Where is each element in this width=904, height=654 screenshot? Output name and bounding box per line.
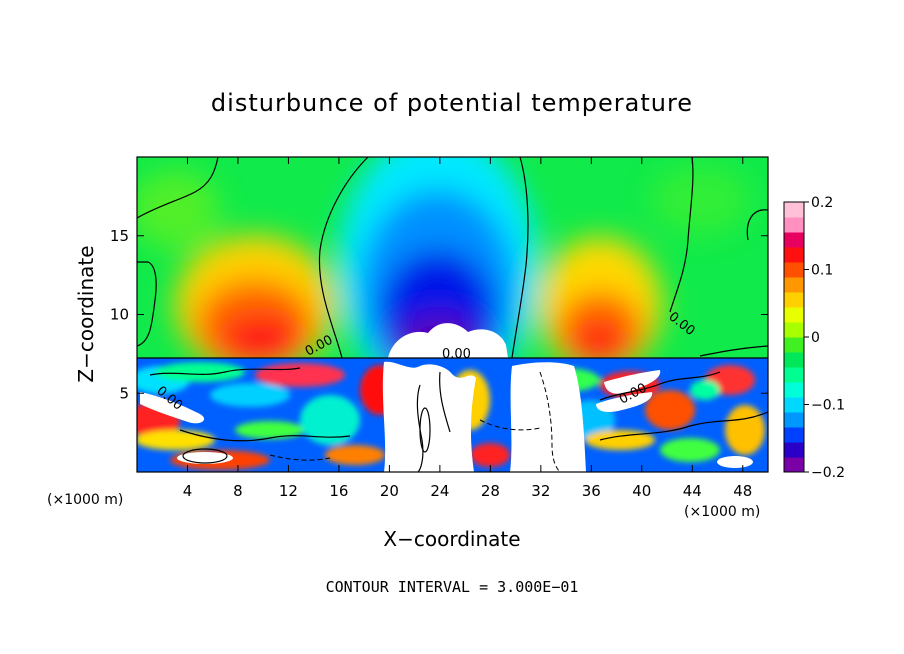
lower-contour bbox=[149, 367, 301, 376]
colorbar-segment bbox=[784, 217, 804, 233]
zero-contour-cold-right bbox=[511, 157, 529, 359]
x-tick-label: 48 bbox=[733, 482, 752, 500]
contour-label: 0.00 bbox=[442, 347, 471, 362]
dashed-contours bbox=[269, 371, 561, 472]
colorbar-segment bbox=[784, 352, 804, 368]
x-tick-label: 32 bbox=[531, 482, 550, 500]
chart-title: disturbunce of potential temperature bbox=[211, 89, 693, 117]
y-tick-label: 10 bbox=[110, 306, 129, 324]
white-zone-small bbox=[717, 456, 753, 468]
colorbar: 0.2 0.1 0 −0.1 −0.2 bbox=[783, 195, 845, 481]
zero-contour-cold-left bbox=[318, 157, 369, 359]
greenish-yellow-right bbox=[650, 165, 750, 235]
x-unit-right: (×1000 m) bbox=[684, 504, 760, 520]
y-axis: 5 10 15 bbox=[110, 227, 768, 402]
x-tick-label: 36 bbox=[582, 482, 601, 500]
lower-contour bbox=[439, 371, 451, 433]
colorbar-tick-label: 0 bbox=[811, 330, 820, 346]
lower-contour bbox=[179, 429, 351, 442]
colorbar-segment bbox=[784, 292, 804, 308]
white-zone-right-center bbox=[510, 362, 586, 472]
lower-contour bbox=[599, 411, 768, 441]
colorbar-tick-label: −0.1 bbox=[811, 398, 845, 414]
colorbar-segment bbox=[784, 202, 804, 218]
contour-interval-text: CONTOUR INTERVAL = 3.000E−01 bbox=[326, 578, 579, 596]
y-tick-label: 5 bbox=[119, 384, 129, 402]
lower-contour bbox=[599, 371, 721, 401]
colorbar-segment bbox=[784, 262, 804, 278]
colorbar-segment bbox=[784, 247, 804, 263]
colorbar-segment bbox=[784, 307, 804, 323]
greenish-yellow-left bbox=[137, 170, 220, 250]
x-tick-label: 24 bbox=[430, 482, 449, 500]
patch bbox=[470, 443, 510, 467]
x-axis-label: X−coordinate bbox=[383, 527, 520, 551]
negative-contour bbox=[479, 419, 541, 431]
lower-contour-loop bbox=[182, 448, 228, 464]
zero-contour-left-top bbox=[137, 157, 219, 219]
colorbar-tick-label: 0.2 bbox=[811, 195, 833, 211]
y-tick-label: 15 bbox=[110, 227, 129, 245]
white-zone-right bbox=[604, 370, 661, 394]
y-axis-label: Z−coordinate bbox=[74, 245, 98, 382]
x-tick-label: 12 bbox=[279, 482, 298, 500]
patch bbox=[300, 395, 360, 445]
colorbar-segment bbox=[784, 427, 804, 443]
x-tick-label: 4 bbox=[183, 482, 193, 500]
colorbar-segment bbox=[784, 442, 804, 458]
colorbar-tick-label: −0.2 bbox=[811, 465, 845, 481]
colorbar-segment bbox=[784, 382, 804, 398]
x-tick-label: 16 bbox=[329, 482, 348, 500]
colorbar-tick-label: 0.1 bbox=[811, 263, 833, 279]
warm-anomaly-right-peak bbox=[570, 327, 626, 363]
patch bbox=[325, 445, 385, 465]
zero-contour-left-lower bbox=[137, 261, 157, 347]
plot-area: 0.00 0.00 0.00 0.00 0.00 bbox=[137, 157, 768, 472]
colorbar-segment bbox=[784, 337, 804, 353]
colorbar-segment bbox=[784, 457, 804, 473]
lower-contour-loop bbox=[419, 407, 431, 453]
colorbar-segment bbox=[784, 412, 804, 428]
white-zone-small bbox=[177, 452, 233, 464]
patch bbox=[690, 380, 720, 400]
cold-core-white bbox=[388, 323, 508, 358]
patch bbox=[645, 390, 695, 430]
white-zone-right-2 bbox=[596, 392, 653, 412]
x-tick-label: 20 bbox=[380, 482, 399, 500]
patch bbox=[660, 438, 720, 462]
patch bbox=[210, 383, 290, 407]
x-unit-left: (×1000 m) bbox=[47, 492, 123, 508]
zero-contour-right-edge bbox=[746, 209, 768, 241]
patch bbox=[585, 430, 655, 450]
zero-contours bbox=[137, 157, 768, 472]
patch bbox=[155, 362, 245, 382]
zero-contour-right-lower bbox=[699, 345, 768, 357]
patch bbox=[255, 363, 345, 387]
lower-contour bbox=[416, 384, 424, 472]
negative-contour bbox=[539, 371, 561, 472]
colorbar-segment bbox=[784, 277, 804, 293]
white-zone-left bbox=[140, 392, 205, 424]
colorbar-segment bbox=[784, 322, 804, 338]
x-axis: 4 8 12 16 20 24 28 32 36 40 44 48 bbox=[183, 157, 752, 500]
zero-contour-right-top bbox=[669, 157, 694, 313]
patch bbox=[235, 421, 305, 439]
warm-anomaly-left-peak bbox=[222, 316, 302, 364]
patch bbox=[137, 430, 215, 450]
x-tick-label: 40 bbox=[632, 482, 651, 500]
x-tick-label: 28 bbox=[481, 482, 500, 500]
colorbar-segment bbox=[784, 232, 804, 248]
x-tick-label: 44 bbox=[683, 482, 702, 500]
patch bbox=[725, 405, 765, 455]
x-tick-label: 8 bbox=[233, 482, 243, 500]
colorbar-segment bbox=[784, 367, 804, 383]
lower-turbulent-layer bbox=[137, 358, 768, 472]
colorbar-segment bbox=[784, 397, 804, 413]
